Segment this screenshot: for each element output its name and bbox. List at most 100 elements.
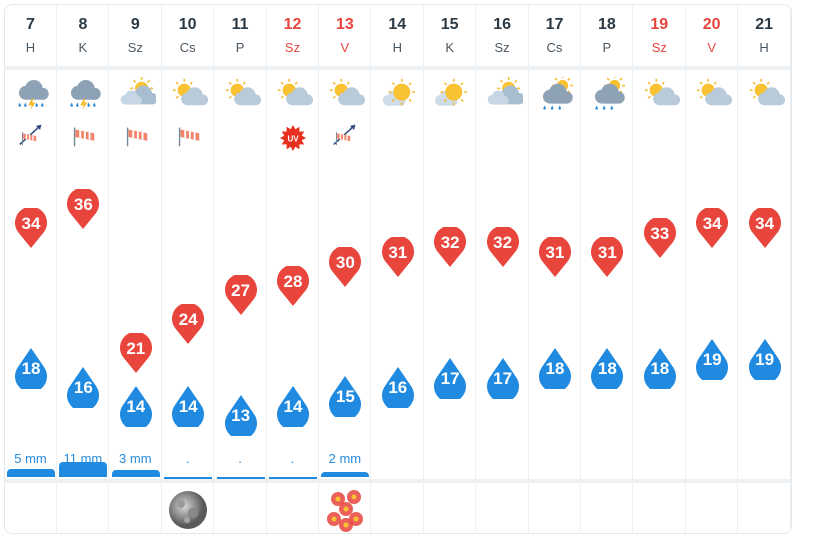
day-column[interactable]: 13 V 30 15 2 mm [319, 5, 372, 533]
min-temp-value: 18 [650, 359, 670, 379]
max-temp-marker: 36 [66, 189, 100, 231]
rain-divider [5, 479, 791, 483]
min-temp-value: 15 [335, 387, 355, 407]
min-temp-marker: 14 [119, 385, 153, 427]
precipitation-amount: 5 mm [14, 451, 47, 466]
partly-cloudy-icon [483, 77, 525, 111]
day-column[interactable]: 9 Sz 21 14 3 mm [110, 5, 162, 533]
max-temp-marker: 24 [171, 304, 205, 346]
day-date: 7 [26, 16, 35, 33]
day-of-week: Sz [127, 40, 143, 55]
max-temp-marker: 32 [486, 227, 520, 269]
day-date: 12 [283, 16, 302, 33]
windsock-icon [121, 123, 151, 149]
sun-rain-icon [587, 75, 627, 111]
day-of-week: K [78, 40, 88, 55]
day-column[interactable]: 17 Cs 31 18 [529, 5, 581, 533]
day-date: 11 [231, 16, 249, 33]
day-column[interactable]: 21 H 34 19 [739, 5, 791, 533]
max-temp-marker: 31 [538, 237, 572, 279]
max-temp-value: 34 [755, 214, 775, 234]
full-moon-icon [167, 489, 209, 531]
partly-sunny-icon [640, 77, 680, 111]
day-column[interactable]: 19 Sz 33 18 [634, 5, 686, 533]
day-date: 9 [130, 16, 140, 33]
day-column[interactable]: 10 Cs 24 14. [162, 5, 215, 533]
min-temp-marker: 16 [381, 366, 415, 408]
day-date: 14 [388, 16, 407, 33]
max-temp-marker: 31 [590, 237, 624, 279]
day-of-week: P [235, 40, 245, 55]
partly-sunny-icon [745, 77, 785, 111]
precipitation-amount: 3 mm [119, 451, 152, 466]
windsock-arrow-icon [16, 123, 46, 149]
max-temp-value: 31 [388, 243, 408, 262]
precipitation-amount: 2 mm [328, 451, 362, 466]
day-of-week: Sz [494, 40, 510, 55]
min-temp-value: 14 [178, 396, 198, 416]
partly-cloudy-icon [116, 77, 158, 111]
day-date: 20 [702, 16, 721, 33]
max-temp-value: 27 [231, 281, 251, 301]
precipitation-bar [216, 477, 265, 479]
max-temp-value: 34 [702, 214, 722, 234]
day-of-week: Sz [284, 40, 301, 55]
day-date: 18 [597, 16, 616, 33]
day-of-week: Sz [651, 40, 667, 55]
day-date: 13 [335, 16, 354, 33]
max-temp-marker: 21 [119, 333, 153, 375]
min-temp-value: 19 [702, 350, 722, 369]
windsock-icon [68, 123, 98, 149]
max-temp-value: 32 [493, 233, 513, 253]
max-temp-marker: 31 [381, 237, 415, 279]
max-temp-value: 34 [21, 214, 41, 234]
svg-text:UV: UV [287, 135, 299, 144]
max-temp-value: 31 [597, 243, 617, 262]
windsock-icon [173, 123, 203, 149]
day-column[interactable]: 16 Sz 32 17 [477, 5, 529, 533]
day-of-week: V [707, 40, 717, 55]
precipitation-bar [269, 477, 317, 479]
day-column[interactable]: 7 H 34 18 5 mm [5, 5, 57, 533]
day-column[interactable]: 12 Sz UV 28 14. [267, 5, 319, 533]
day-column[interactable]: 11 P 27 13. [215, 5, 267, 533]
partly-sunny-icon [168, 77, 209, 111]
max-temp-marker: 32 [433, 227, 467, 269]
day-of-week: H [759, 40, 769, 55]
min-temp-value: 18 [21, 359, 41, 379]
day-column[interactable]: 8 K 36 16 11 mm [57, 5, 110, 533]
day-date: 8 [78, 16, 88, 33]
min-temp-value: 18 [597, 359, 617, 379]
min-temp-value: 14 [283, 396, 303, 416]
day-column[interactable]: 20 V 34 19 [686, 5, 739, 533]
min-temp-value: 16 [388, 377, 408, 397]
windsock-arrow-icon [330, 123, 360, 149]
day-column[interactable]: 14 H 31 16 [372, 5, 424, 533]
max-temp-marker: 30 [328, 246, 362, 289]
min-temp-value: 16 [73, 377, 93, 397]
pollen-flower-icon [322, 485, 370, 533]
day-column[interactable]: 18 P 31 18 [581, 5, 634, 533]
day-of-week: P [602, 40, 612, 55]
day-date: 16 [493, 16, 511, 33]
sun-rain-icon [535, 75, 575, 111]
precipitation-bar [111, 470, 160, 477]
min-temp-value: 18 [545, 359, 565, 379]
precipitation-amount: . [290, 451, 295, 466]
sun-cloud-icon [378, 77, 418, 111]
partly-sunny-icon [221, 77, 261, 111]
precipitation-bar [7, 468, 55, 477]
max-temp-value: 33 [650, 223, 670, 243]
min-temp-marker: 18 [590, 347, 624, 390]
day-column[interactable]: 15 K 32 17 [424, 5, 477, 533]
max-temp-value: 21 [126, 339, 146, 358]
day-date: 15 [440, 16, 459, 33]
day-of-week: H [25, 40, 36, 55]
min-temp-value: 14 [126, 396, 146, 416]
day-date: 17 [545, 16, 564, 33]
max-temp-marker: 34 [748, 208, 782, 250]
min-temp-value: 19 [755, 350, 775, 369]
partly-sunny-icon [273, 77, 314, 111]
min-temp-value: 17 [440, 368, 460, 388]
max-temp-value: 30 [335, 252, 355, 272]
